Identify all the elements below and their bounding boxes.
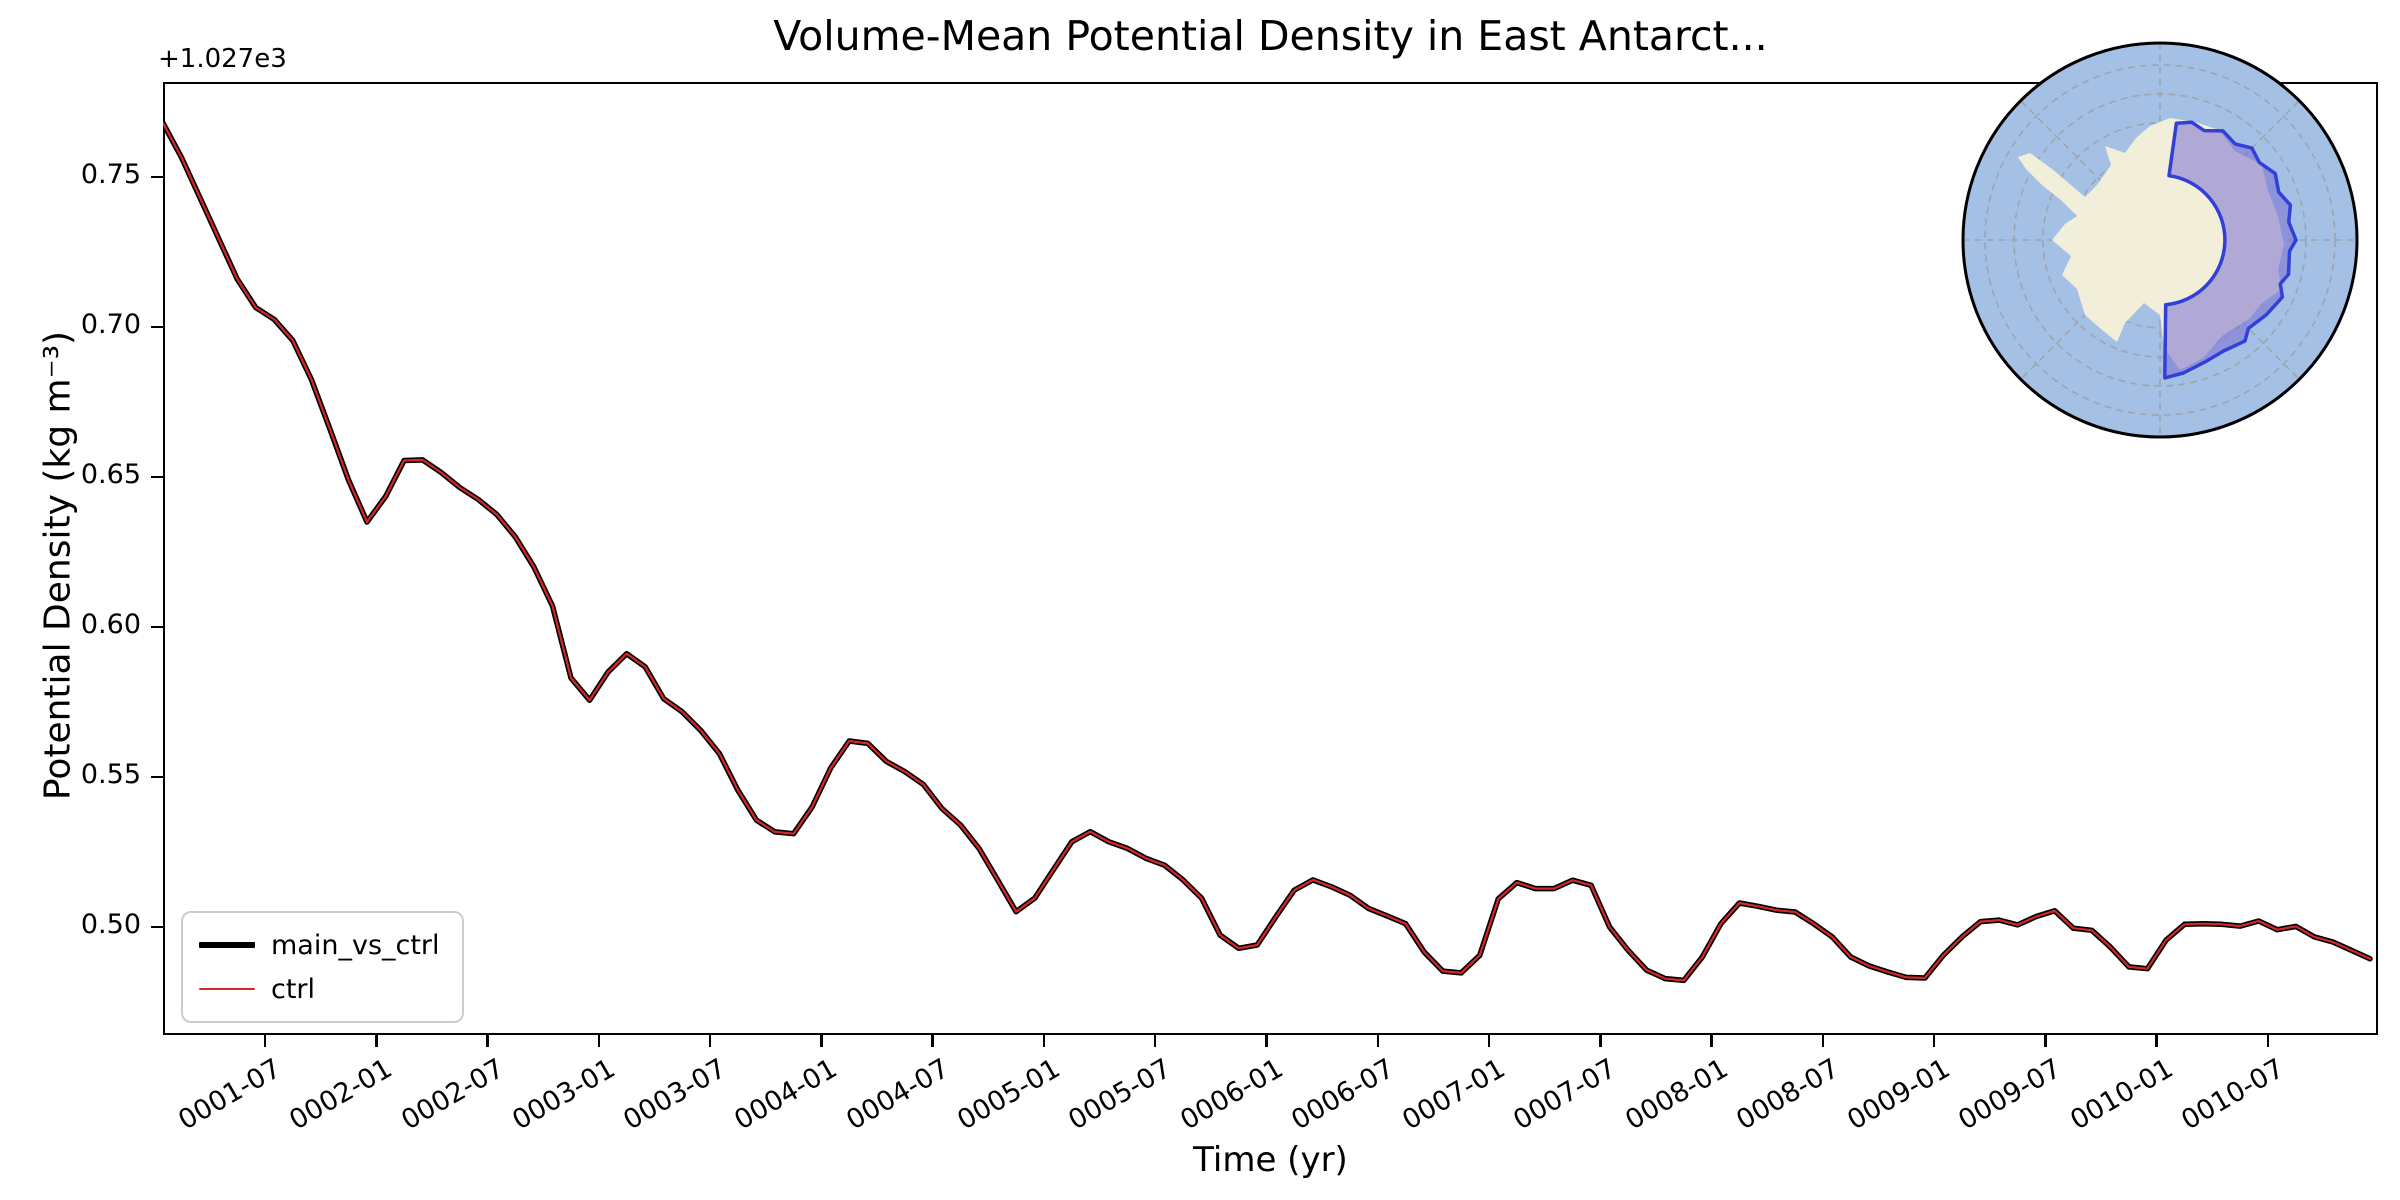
x-tick-mark xyxy=(1821,1035,1825,1047)
legend-item-main-vs-ctrl: main_vs_ctrl xyxy=(199,923,440,967)
highlight-region-east-antarctica xyxy=(2163,120,2298,380)
x-axis-label: Time (yr) xyxy=(1193,1140,1348,1180)
y-tick-label: 0.55 xyxy=(80,759,141,790)
x-tick-mark xyxy=(1599,1035,1602,1047)
legend: main_vs_ctrl ctrl xyxy=(181,911,464,1023)
y-tick-label: 0.65 xyxy=(80,459,141,490)
x-tick-mark xyxy=(486,1035,489,1047)
x-tick-mark xyxy=(931,1035,934,1047)
x-tick-mark xyxy=(1265,1035,1268,1047)
x-tick-mark xyxy=(1376,1035,1380,1047)
x-tick-mark xyxy=(2266,1035,2270,1047)
data-curves xyxy=(163,120,2373,984)
y-tick-mark xyxy=(151,325,163,329)
legend-label: main_vs_ctrl xyxy=(271,929,440,961)
legend-label: ctrl xyxy=(271,973,316,1005)
x-tick-mark xyxy=(708,1035,712,1047)
x-tick-mark xyxy=(597,1035,601,1047)
y-tick-mark xyxy=(151,625,163,629)
x-tick-mark xyxy=(1710,1035,1713,1047)
x-tick-mark xyxy=(1932,1035,1936,1047)
x-tick-mark xyxy=(820,1035,823,1047)
antarctica-inset-map xyxy=(1961,41,2359,439)
x-tick-mark xyxy=(1153,1035,1157,1047)
y-tick-label: 0.75 xyxy=(80,159,141,190)
x-tick-mark xyxy=(2044,1035,2047,1047)
y-tick-mark xyxy=(151,175,163,179)
y-tick-mark xyxy=(151,775,163,779)
x-tick-mark xyxy=(1042,1035,1046,1047)
x-tick-mark xyxy=(375,1035,378,1047)
y-tick-label: 0.60 xyxy=(80,609,141,640)
chart-title: Volume-Mean Potential Density in East An… xyxy=(773,12,1768,60)
y-tick-mark xyxy=(151,475,163,479)
legend-line-main-icon xyxy=(199,942,255,948)
y-axis-offset-text: +1.027e3 xyxy=(158,44,287,74)
legend-line-ctrl-icon xyxy=(199,987,255,991)
x-tick-mark xyxy=(1487,1035,1491,1047)
legend-item-ctrl: ctrl xyxy=(199,967,440,1011)
y-tick-mark xyxy=(151,925,163,929)
y-tick-label: 0.70 xyxy=(80,309,141,340)
x-tick-mark xyxy=(263,1035,267,1047)
curve-ctrl xyxy=(163,121,2372,982)
y-tick-label: 0.50 xyxy=(80,909,141,940)
x-tick-mark xyxy=(2155,1035,2158,1047)
map-outline xyxy=(1961,41,2359,439)
